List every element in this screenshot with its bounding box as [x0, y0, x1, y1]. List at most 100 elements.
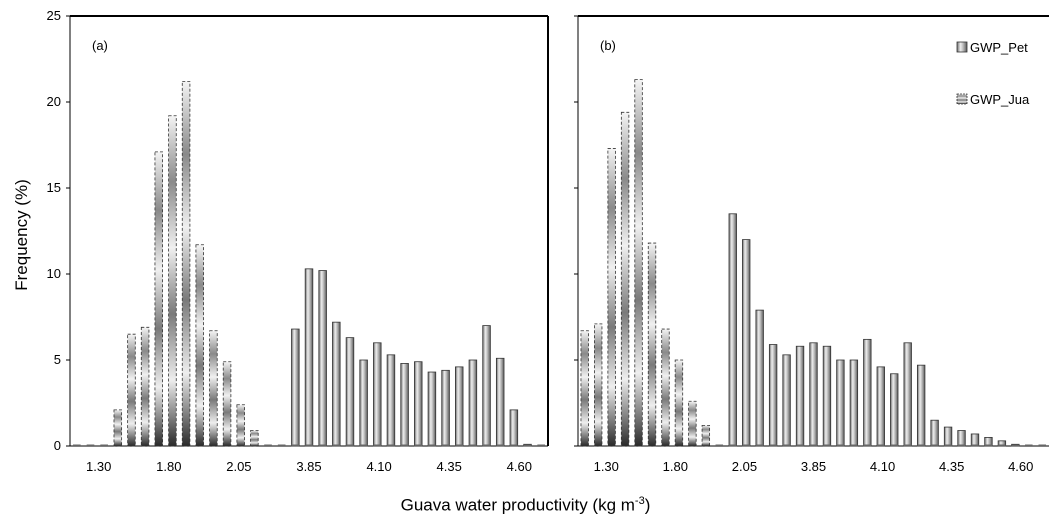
bar-gwp-pet [304, 268, 314, 447]
bar-gwp-jua [236, 404, 245, 447]
bar-gwp-jua [863, 444, 872, 446]
bar-gwp-pet [768, 344, 778, 447]
bar-gwp-jua [769, 444, 777, 446]
bar-gwp-jua [850, 444, 858, 446]
y-tick-label: 5 [54, 352, 61, 367]
bar-gwp-pet [782, 354, 791, 447]
x-tick-label: 4.35 [939, 459, 964, 474]
bar-gwp-pet [386, 354, 396, 447]
bar-gwp-jua [1038, 444, 1047, 446]
x-tick-label: 3.85 [801, 459, 826, 474]
bar-gwp-pet [970, 433, 980, 447]
bar-gwp-jua [332, 444, 341, 446]
bar-gwp-pet [957, 430, 966, 447]
y-axis-title: Frequency (%) [12, 179, 31, 290]
bar-gwp-jua [836, 444, 845, 446]
bar-gwp-jua [890, 444, 899, 446]
x-tick-label: 1.80 [156, 459, 181, 474]
y-tick-label: 0 [54, 438, 61, 453]
x-axis-title: Guava water productivity (kg m-3) [400, 495, 651, 515]
bar-gwp-jua [809, 444, 818, 446]
bar-gwp-jua [510, 444, 518, 446]
bar-gwp-jua [346, 444, 354, 446]
x-tick-label: 4.35 [437, 459, 462, 474]
bar-gwp-pet [455, 366, 464, 447]
legend-swatch [956, 41, 968, 53]
y-tick-label: 20 [47, 94, 61, 109]
bar-gwp-pet [345, 337, 355, 447]
bar-gwp-pet [728, 213, 737, 447]
x-tick-label: 4.60 [1008, 459, 1033, 474]
bar-gwp-jua [209, 330, 218, 447]
bar-gwp-jua [195, 244, 204, 447]
bar-gwp-jua [971, 444, 979, 446]
bar-gwp-jua [100, 444, 108, 446]
bar-gwp-jua [359, 444, 368, 446]
bar-gwp-jua [715, 444, 724, 446]
y-tick-label: 10 [47, 266, 61, 281]
bar-gwp-pet [930, 419, 939, 447]
bar-gwp-pet [414, 361, 423, 447]
bar-gwp-jua [400, 444, 409, 446]
bar-gwp-jua [482, 444, 491, 446]
legend-label: GWP_Pet [970, 40, 1028, 55]
bar-gwp-pet [876, 366, 885, 447]
bar-gwp-jua [455, 444, 464, 446]
bar-gwp-pet [468, 359, 478, 447]
bar-gwp-pet [755, 309, 764, 447]
bar-gwp-jua [877, 444, 885, 446]
bar-gwp-pet [943, 426, 953, 447]
bar-gwp-jua [414, 444, 423, 446]
bar-gwp-jua [742, 444, 750, 446]
bar-gwp-jua [903, 444, 912, 446]
bar-gwp-pet [400, 363, 409, 447]
bar-gwp-jua [796, 444, 804, 446]
x-tick-label: 4.60 [507, 459, 532, 474]
bar-gwp-jua [373, 444, 382, 446]
bar-gwp-jua [222, 361, 232, 447]
bar-gwp-jua [580, 330, 589, 447]
bar-gwp-jua [674, 359, 684, 447]
bar-gwp-jua [594, 323, 603, 447]
x-tick-label: 2.05 [226, 459, 251, 474]
panel-a: 0 5 10 15 20 25 1.30 1.80 2.05 3.85 4.10 4.35 4.60 (a… [47, 8, 549, 474]
x-tick-label: 4.10 [870, 459, 895, 474]
bar-gwp-pet [373, 342, 382, 447]
bar-gwp-jua [305, 444, 313, 446]
bar-gwp-jua [782, 444, 791, 446]
bar-gwp-jua [277, 444, 286, 446]
panel-b: 1.30 1.80 2.05 3.85 4.10 4.35 4.60 (b) [574, 15, 1049, 474]
bar-gwp-pet [795, 345, 805, 447]
panel-label: (a) [92, 38, 108, 53]
x-tick-label: 1.80 [663, 459, 688, 474]
legend-swatch [956, 93, 968, 105]
bar-gwp-jua [728, 444, 737, 446]
bar-gwp-pet [482, 325, 491, 447]
bar-gwp-pet [822, 345, 832, 447]
bar-gwp-pet [890, 373, 899, 447]
bar-gwp-jua [140, 326, 150, 447]
bar-gwp-jua [537, 444, 545, 446]
bar-gwp-pet [903, 342, 912, 447]
x-tick-label: 3.85 [296, 459, 321, 474]
bar-gwp-jua [469, 444, 477, 446]
bar-gwp-pet [318, 270, 327, 447]
bar-gwp-jua [496, 444, 505, 446]
bar-gwp-jua [957, 444, 966, 446]
bar-gwp-pet [836, 359, 845, 447]
panel-label: (b) [600, 38, 616, 53]
bar-gwp-jua [661, 328, 670, 447]
y-tick-label: 25 [47, 8, 61, 23]
bar-gwp-jua [127, 333, 136, 447]
bar-gwp-jua [168, 115, 177, 447]
bar-gwp-jua [73, 444, 81, 446]
bar-gwp-jua [264, 444, 272, 446]
bar-gwp-jua [701, 424, 711, 447]
bar-gwp-jua [428, 444, 436, 446]
bar-gwp-jua [1011, 444, 1020, 446]
bar-gwp-jua [620, 111, 630, 447]
bar-gwp-jua [113, 409, 123, 447]
bar-gwp-pet [916, 364, 926, 447]
bar-gwp-pet [849, 359, 859, 447]
